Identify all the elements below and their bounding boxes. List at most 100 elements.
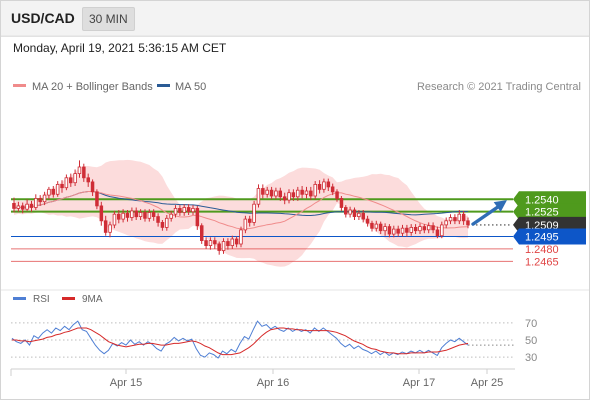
level-tag-label: 1.2495 [525, 232, 559, 244]
bullish-candle-body [64, 177, 69, 189]
bearish-candle-body [204, 240, 208, 247]
bullish-candle-body [383, 226, 387, 232]
candle [317, 180, 322, 194]
ma9-legend-swatch [62, 297, 75, 300]
candles [12, 160, 470, 255]
bullish-candle-body [208, 240, 213, 247]
bullish-candle-body [256, 188, 261, 205]
bullish-candle-body [426, 225, 431, 231]
candle [448, 214, 453, 225]
candle [12, 197, 16, 213]
candle [73, 169, 77, 186]
candle [147, 209, 152, 222]
bullish-candle-body [173, 207, 178, 215]
bullish-candle-body [448, 217, 453, 222]
candle [173, 205, 178, 218]
bearish-candle-body [160, 221, 165, 228]
bearish-candle-body [291, 192, 296, 198]
bullish-candle-body [457, 213, 461, 222]
candle [47, 186, 51, 200]
bearish-candle-body [247, 218, 252, 223]
bullish-candle-body [77, 166, 82, 174]
candle [20, 202, 25, 214]
candle [330, 183, 335, 196]
candle [261, 184, 265, 199]
bullish-candle-body [304, 190, 309, 195]
bullish-candle-body [47, 188, 51, 196]
bearish-candle-body [330, 186, 335, 193]
bearish-candle-body [431, 225, 435, 231]
candle [466, 217, 470, 229]
bullish-candle-body [391, 228, 396, 235]
bearish-candle-body [29, 203, 34, 208]
candle [444, 217, 448, 229]
candle [413, 224, 418, 234]
candle [213, 237, 217, 249]
timeframe-button[interactable]: 30 MIN [82, 7, 135, 31]
bullish-candle-body [252, 203, 256, 223]
bullish-candle-body [191, 207, 195, 213]
bearish-candle-body [413, 226, 418, 232]
bearish-candle-body [352, 209, 357, 217]
bearish-candle-body [396, 228, 400, 234]
candle [29, 200, 34, 212]
bearish-candle-body [20, 205, 25, 210]
bullish-candle-body [239, 229, 243, 245]
bullish-candle-body [55, 183, 60, 195]
bearish-candle-body [261, 188, 265, 195]
forecast-arrow-shaft [471, 202, 504, 226]
bearish-candle-body [461, 213, 466, 222]
candle [95, 189, 99, 210]
bullish-candle-body [444, 220, 448, 226]
ma20-legend-label: MA 20 + Bollinger Bands [32, 81, 153, 93]
candle [457, 210, 461, 225]
bearish-candle-body [99, 205, 104, 222]
candle [453, 214, 457, 225]
candle [226, 238, 230, 250]
bearish-candle-body [387, 226, 392, 235]
candle [247, 215, 252, 227]
candle [108, 221, 112, 238]
candle [269, 186, 274, 200]
rsi-panel: 70 50 30 [11, 318, 537, 364]
candle [387, 224, 392, 238]
candle [383, 223, 387, 236]
candle [208, 237, 213, 250]
candle [335, 189, 339, 202]
candle [191, 205, 195, 215]
bearish-candle-body [435, 229, 440, 237]
bullish-candle-body [440, 224, 444, 237]
bearish-candle-body [117, 213, 121, 220]
level-tag-background [513, 203, 586, 220]
bearish-candle-body [143, 212, 147, 219]
candle [125, 210, 130, 222]
candle [357, 210, 361, 220]
bearish-candle-body [326, 181, 331, 188]
candle [199, 223, 204, 244]
bullish-candle-body [34, 197, 38, 208]
bearish-candle-body [195, 207, 200, 227]
bearish-candle-body [156, 216, 160, 223]
bearish-candle-body [90, 181, 95, 193]
bullish-candle-body [42, 194, 47, 203]
candle [461, 210, 466, 225]
candle [361, 210, 365, 223]
candle [38, 195, 42, 206]
level-tag-background [513, 228, 586, 245]
symbol-label: USD/CAD [11, 10, 75, 26]
bearish-candle-body [335, 191, 339, 199]
candle [282, 192, 287, 205]
bearish-candle-body [213, 240, 217, 245]
bearish-candle-body [69, 177, 73, 184]
rsi-tick-label: 50 [525, 335, 537, 347]
candle [164, 215, 169, 231]
bearish-candle-body [86, 177, 91, 183]
bullish-candle-body [108, 224, 112, 233]
bearish-candle-body [317, 183, 322, 190]
candle [130, 207, 134, 221]
candle [42, 191, 47, 206]
candle [117, 210, 121, 224]
credit-label: Research © 2021 Trading Central [417, 81, 581, 93]
bearish-candle-body [365, 218, 370, 224]
